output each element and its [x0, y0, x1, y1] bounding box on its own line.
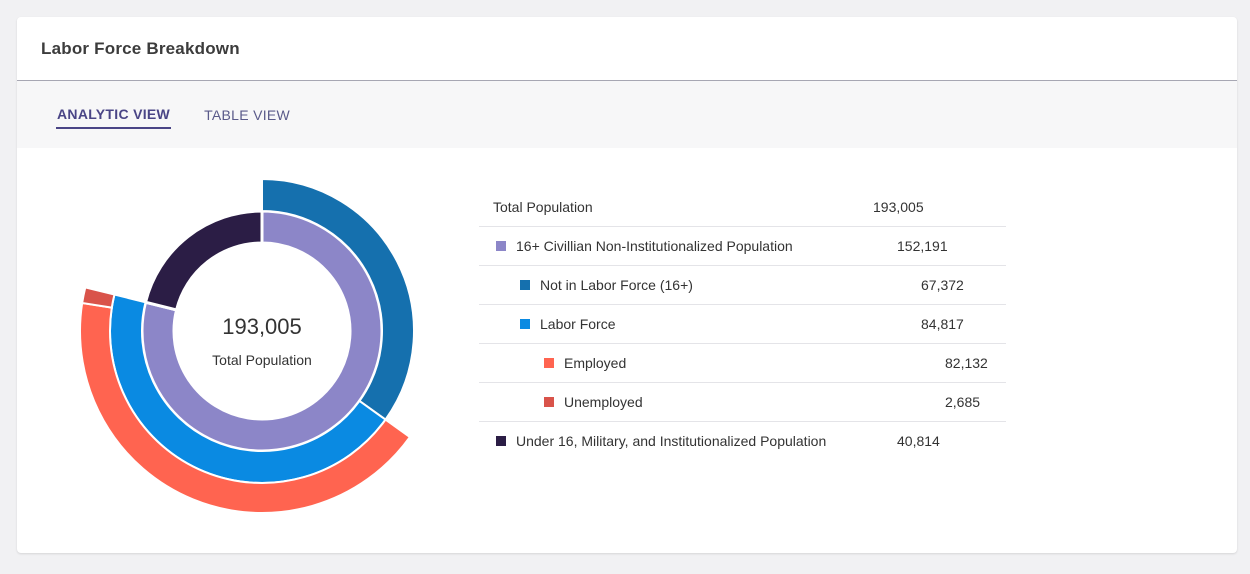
center-total-label: Total Population — [212, 352, 312, 368]
row-value: 82,132 — [945, 355, 988, 371]
row-value: 2,685 — [945, 394, 981, 410]
row-label: Unemployed — [564, 394, 643, 410]
sunburst-chart — [79, 177, 415, 514]
table-row-labor-force: Labor Force 84,817 — [479, 305, 1006, 344]
labor-force-card: Labor Force Breakdown ANALYTIC VIEW TABL… — [17, 17, 1237, 553]
under16-swatch — [496, 436, 506, 446]
row-value: 84,817 — [921, 316, 964, 332]
row-value: 152,191 — [897, 238, 948, 254]
slice-under-16[interactable] — [143, 209, 264, 312]
table-row-not-in-labor-force: Not in Labor Force (16+) 67,372 — [479, 266, 1006, 305]
table-row-total: Total Population 193,005 — [479, 188, 1006, 227]
labor-force-swatch — [520, 319, 530, 329]
tab-table-view[interactable]: TABLE VIEW — [204, 107, 291, 123]
row-label: Not in Labor Force (16+) — [540, 277, 693, 293]
slice-unemployed[interactable] — [81, 286, 116, 309]
center-total-value: 193,005 — [222, 314, 302, 339]
row-label: Employed — [564, 355, 627, 371]
row-value: 193,005 — [873, 199, 924, 215]
employed-swatch — [544, 358, 554, 368]
card-header: Labor Force Breakdown — [17, 17, 1237, 81]
not-in-labor-swatch — [520, 280, 530, 290]
chart-content: 193,005 Total Population Total Populatio… — [17, 148, 1237, 552]
view-tabs: ANALYTIC VIEW TABLE VIEW — [17, 81, 1237, 148]
table-row-civilian: 16+ Civillian Non-Institutionalized Popu… — [479, 227, 1006, 266]
breakdown-table: Total Population 193,005 16+ Civillian N… — [479, 188, 1006, 460]
row-label: Total Population — [493, 199, 593, 215]
civilian-swatch — [496, 241, 506, 251]
unemployed-swatch — [544, 397, 554, 407]
row-value: 40,814 — [897, 433, 940, 449]
tab-analytic-view[interactable]: ANALYTIC VIEW — [56, 100, 172, 129]
table-row-unemployed: Unemployed 2,685 — [479, 383, 1006, 422]
table-row-employed: Employed 82,132 — [479, 344, 1006, 383]
table-row-under-16: Under 16, Military, and Institutionalize… — [479, 422, 1006, 460]
card-title: Labor Force Breakdown — [41, 38, 240, 58]
row-value: 67,372 — [921, 277, 964, 293]
row-label: Under 16, Military, and Institutionalize… — [516, 433, 827, 449]
row-label: 16+ Civillian Non-Institutionalized Popu… — [516, 238, 793, 254]
row-label: Labor Force — [540, 316, 616, 332]
